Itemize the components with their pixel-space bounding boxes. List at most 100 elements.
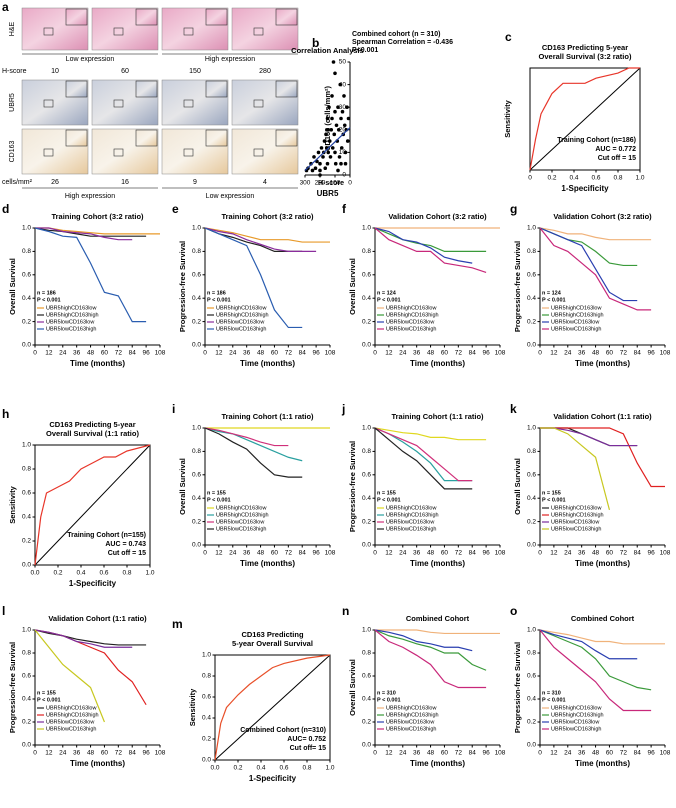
x-tick-label: 24 (564, 550, 572, 557)
annotation: AUC = 0.772 (595, 146, 636, 153)
y-tick-label: 0.4 (362, 495, 371, 502)
x-tick-label: 96 (312, 350, 320, 357)
x-tick-label: 84 (299, 350, 307, 357)
point (322, 139, 327, 143)
point (345, 139, 350, 143)
x-tick-label: 72 (620, 750, 628, 757)
y-tick-label: 0.2 (362, 318, 371, 325)
x-tick-label: 300 (300, 180, 311, 187)
legend-label: UBR5highCD163high (386, 512, 439, 518)
y-axis-label: Overall Survival (348, 659, 357, 716)
y-tick-label: 0.2 (192, 318, 201, 325)
legend-label: UBR5highCD163low (551, 705, 601, 711)
annotation: AUC = 0.743 (105, 541, 146, 548)
curve (374, 427, 473, 482)
panel-letter: c (505, 30, 512, 44)
point (331, 60, 336, 64)
x-axis-label: UBR5 (317, 189, 339, 198)
x-tick-label: 36 (413, 350, 421, 357)
y-tick-label: 0.4 (362, 696, 371, 703)
curve (34, 227, 147, 323)
point (327, 105, 331, 109)
y-tick-label: 0.0 (527, 342, 536, 349)
annotation: n = 186 (207, 290, 226, 296)
chart-title: Validation Cohort (3:2 ratio) (553, 212, 652, 221)
legend-label: UBR5lowCD163high (46, 326, 96, 332)
annotation: n = 124 (542, 290, 562, 296)
curve (539, 227, 652, 311)
roi-box (113, 27, 124, 36)
x-tick-label: 0.2 (547, 175, 556, 182)
curve (540, 427, 611, 511)
legend-label: UBR5highCD163low (216, 505, 266, 511)
chart-title: Overall Survival (1:1 ratio) (46, 429, 139, 438)
x-axis-label: Time (months) (575, 359, 630, 368)
cell-count: 16 (121, 179, 129, 186)
point (318, 168, 322, 173)
x-tick-label: 200 (315, 180, 326, 187)
x-tick-label: 36 (413, 750, 421, 757)
annotation: P < 0.001 (37, 697, 61, 703)
curve (540, 427, 665, 488)
panel-letter: n (342, 604, 349, 618)
x-tick-label: 24 (399, 350, 407, 357)
x-tick-label: 48 (427, 350, 435, 357)
y-tick-label: 0 (342, 172, 346, 179)
x-tick-label: 48 (257, 550, 265, 557)
point (310, 168, 315, 173)
inset (135, 129, 158, 147)
roi-box (113, 148, 124, 157)
x-tick-label: 72 (455, 550, 463, 557)
x-tick-label: 12 (215, 350, 223, 357)
y-tick-label: 0.0 (192, 542, 201, 549)
chart-title: CD163 Predicting (241, 630, 304, 639)
chart-title: CD163 Predicting 5-year (542, 43, 628, 52)
x-tick-label: 100 (330, 180, 341, 187)
annotation: P < 0.001 (207, 497, 231, 503)
x-tick-label: 108 (325, 550, 336, 557)
y-tick-label: 0.6 (22, 490, 31, 497)
x-tick-label: 12 (385, 750, 393, 757)
x-tick-label: 12 (215, 550, 223, 557)
x-axis-label: Time (months) (410, 559, 465, 568)
y-tick-label: 0.2 (527, 318, 536, 325)
chart-title: Training Cohort (3:2 ratio) (51, 212, 144, 221)
inset (205, 8, 228, 26)
chart-title: CD163 Predicting 5-year (49, 420, 135, 429)
inset (205, 80, 228, 98)
x-tick-label: 60 (606, 550, 614, 557)
panel-letter: k (510, 402, 517, 416)
x-tick-label: 60 (441, 350, 449, 357)
annotation: P < 0.001 (37, 297, 61, 303)
x-axis-label: Time (months) (70, 759, 125, 768)
panel-letter: l (2, 604, 5, 618)
x-tick-label: 84 (634, 350, 642, 357)
y-tick-label: 1.0 (192, 425, 201, 432)
y-axis-label: Progression-free Survival (178, 241, 187, 332)
x-axis-label: Time (months) (575, 759, 630, 768)
legend-label: UBR5highCD163low (386, 305, 436, 311)
y-tick-label: 0.0 (22, 342, 31, 349)
y-tick-label: 0.8 (192, 248, 201, 255)
x-tick-label: 0 (373, 350, 377, 357)
x-tick-label: 0 (538, 350, 542, 357)
inset (65, 8, 88, 26)
legend-label: UBR5highCD163low (551, 305, 601, 311)
x-axis-label: Time (months) (575, 559, 630, 568)
x-tick-label: 60 (101, 350, 109, 357)
curve (34, 629, 133, 648)
curve (374, 227, 487, 252)
x-tick-label: 36 (73, 750, 81, 757)
group-label: High expression (65, 193, 115, 200)
x-tick-label: 96 (482, 750, 490, 757)
x-tick-label: 0.4 (569, 175, 578, 182)
point (336, 105, 340, 109)
x-tick-label: 12 (45, 750, 53, 757)
y-tick-label: 1.0 (362, 425, 371, 432)
point (333, 161, 338, 166)
curve (539, 629, 652, 691)
panel-letter: a (2, 0, 9, 14)
legend-label: UBR5lowCD163high (216, 526, 266, 532)
point (339, 161, 343, 166)
x-tick-label: 1.0 (145, 570, 154, 577)
